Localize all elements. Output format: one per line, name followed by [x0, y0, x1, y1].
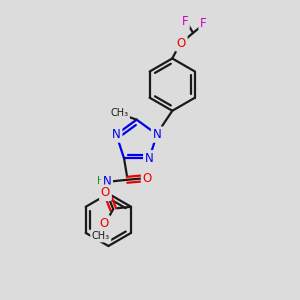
Text: N: N — [145, 152, 154, 165]
Text: N: N — [102, 175, 111, 188]
Text: N: N — [112, 128, 121, 141]
Text: F: F — [200, 17, 207, 30]
Text: N: N — [153, 128, 161, 141]
Text: O: O — [100, 217, 109, 230]
Text: CH₃: CH₃ — [110, 108, 128, 118]
Text: O: O — [142, 172, 152, 185]
Text: O: O — [101, 186, 110, 199]
Text: O: O — [177, 37, 186, 50]
Text: CH₃: CH₃ — [92, 231, 110, 241]
Text: H: H — [97, 176, 105, 186]
Text: F: F — [182, 14, 188, 28]
